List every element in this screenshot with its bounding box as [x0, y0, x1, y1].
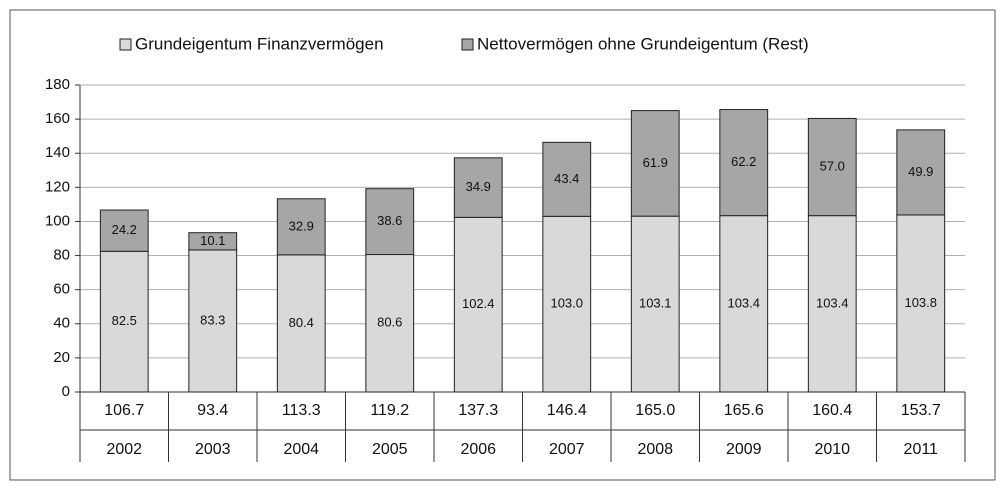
value-label: 43.4	[554, 171, 579, 186]
bar-segment	[99, 250, 149, 393]
total-label: 165.0	[635, 402, 675, 419]
x-tick-label: 2007	[549, 441, 585, 458]
total-label: 160.4	[812, 402, 852, 419]
total-label: 93.4	[197, 402, 228, 419]
bar-segment	[365, 188, 415, 256]
x-tick-label: 2010	[814, 441, 850, 458]
value-label: 49.9	[908, 164, 933, 179]
value-label: 62.2	[731, 154, 756, 169]
bar-segment	[453, 157, 503, 218]
bar-segment	[896, 214, 946, 393]
x-tick-label: 2009	[726, 441, 762, 458]
y-tick-label: 140	[45, 144, 70, 161]
bar-segment	[896, 129, 946, 216]
legend-swatch	[461, 38, 474, 51]
y-tick-label: 0	[62, 383, 70, 400]
value-label: 103.0	[550, 296, 583, 311]
value-label: 103.1	[639, 296, 672, 311]
bar-segment	[276, 198, 326, 256]
bar-segment	[630, 215, 680, 393]
bar-segment	[719, 215, 769, 393]
total-label: 119.2	[370, 402, 409, 419]
y-tick-label: 80	[53, 247, 70, 264]
total-label: 106.7	[104, 402, 144, 419]
bar-segment	[188, 232, 238, 251]
total-label: 113.3	[282, 402, 321, 419]
bar-segment	[365, 254, 415, 393]
bar-segment	[99, 209, 149, 252]
value-label: 10.1	[200, 233, 225, 248]
y-tick-label: 60	[53, 281, 70, 298]
x-tick-label: 2008	[637, 441, 673, 458]
x-tick-label: 2006	[460, 441, 496, 458]
value-label: 82.5	[112, 313, 137, 328]
x-tick-label: 2011	[904, 441, 939, 458]
y-tick-label: 20	[53, 349, 70, 366]
value-label: 34.9	[466, 179, 491, 194]
total-label: 137.3	[458, 402, 498, 419]
y-tick-label: 160	[45, 110, 70, 127]
total-label: 146.4	[547, 402, 587, 419]
value-label: 80.4	[289, 315, 314, 330]
value-label: 32.9	[289, 218, 314, 233]
value-label: 57.0	[820, 158, 845, 173]
y-tick-label: 180	[45, 76, 70, 93]
total-label: 153.7	[901, 402, 941, 419]
bar-segment	[719, 109, 769, 217]
frame	[9, 9, 996, 481]
legend-label: Nettovermögen ohne Grundeigentum (Rest)	[477, 34, 809, 53]
legend-swatch	[119, 38, 132, 51]
y-tick-label: 120	[45, 178, 70, 195]
bar-segment	[276, 254, 326, 393]
legend-label: Grundeigentum Finanzvermögen	[135, 34, 384, 53]
y-tick-label: 100	[45, 212, 70, 229]
bar-segment	[188, 249, 238, 393]
value-label: 24.2	[112, 222, 137, 237]
x-tick-label: 2005	[372, 441, 408, 458]
bar-segment	[807, 215, 857, 393]
y-tick-label: 40	[53, 315, 70, 332]
value-label: 38.6	[377, 213, 402, 228]
value-label: 61.9	[643, 155, 668, 170]
x-tick-label: 2004	[283, 441, 319, 458]
value-label: 83.3	[200, 312, 225, 327]
total-label: 165.6	[724, 402, 764, 419]
x-tick-label: 2002	[106, 441, 142, 458]
value-label: 103.4	[816, 295, 849, 310]
bar-segment	[542, 141, 592, 217]
value-label: 103.4	[727, 295, 760, 310]
bar-segment	[630, 110, 680, 217]
x-tick-label: 2003	[195, 441, 231, 458]
value-label: 80.6	[377, 315, 402, 330]
bar-segment	[807, 117, 857, 217]
value-label: 103.8	[904, 295, 937, 310]
value-label: 102.4	[462, 296, 495, 311]
bar-segment	[542, 215, 592, 393]
